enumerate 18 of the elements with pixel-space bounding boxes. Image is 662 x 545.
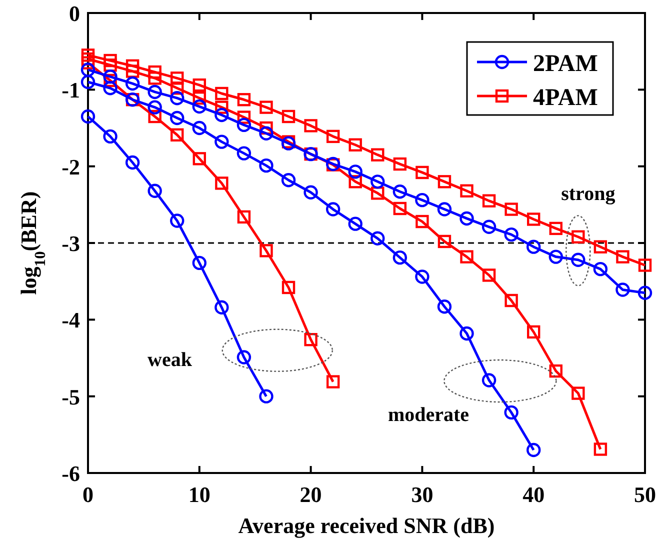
- y-tick-label: -1: [62, 78, 80, 103]
- x-tick-label: 30: [411, 482, 434, 507]
- y-tick-label: -5: [62, 384, 80, 410]
- x-tick-label: 40: [522, 482, 545, 507]
- y-tick-label: -3: [62, 231, 80, 256]
- x-tick-label: 10: [188, 482, 210, 507]
- y-tick-label: -2: [62, 154, 80, 180]
- annotation: strong: [561, 182, 616, 205]
- legend-label: 4PAM: [533, 85, 598, 111]
- legend-label: 2PAM: [533, 51, 598, 77]
- y-tick-label: 0: [69, 1, 80, 26]
- annotation: moderate: [388, 404, 470, 426]
- x-tick-label: 20: [300, 482, 322, 507]
- y-tick-label: -4: [62, 308, 80, 333]
- x-tick-label: 50: [634, 482, 656, 507]
- annotation: weak: [148, 349, 193, 371]
- y-tick-label: -6: [62, 461, 80, 486]
- x-axis-title: Average received SNR (dB): [238, 513, 495, 538]
